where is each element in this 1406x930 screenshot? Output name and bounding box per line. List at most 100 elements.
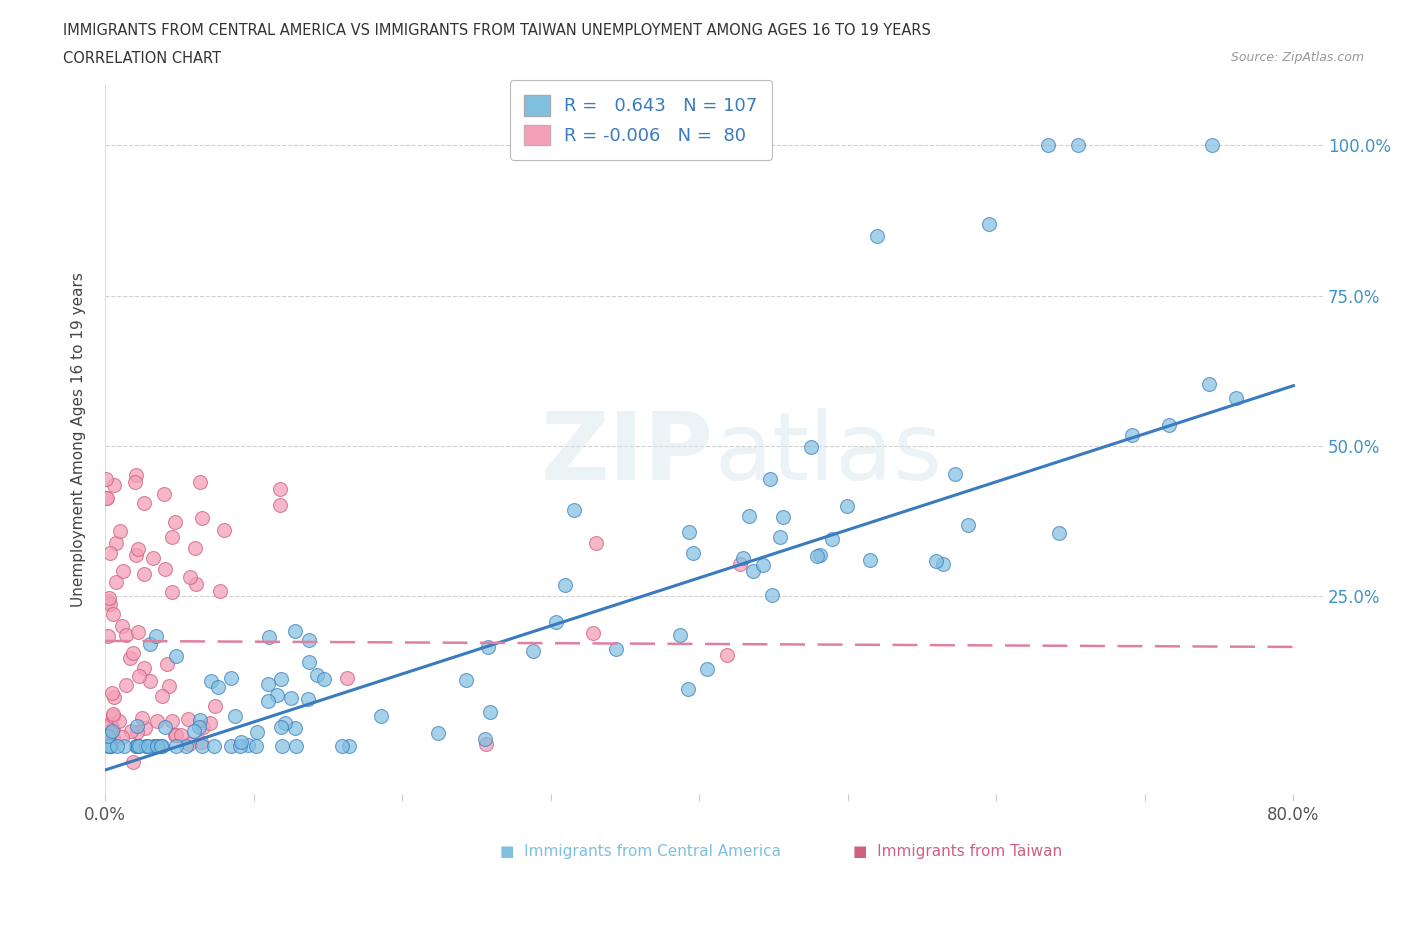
Point — [297, 655, 319, 670]
Point — [111, 618, 134, 633]
Point — [257, 694, 280, 709]
Point — [125, 738, 148, 753]
Point — [127, 738, 149, 753]
Point — [820, 532, 842, 547]
Point — [120, 651, 142, 666]
Text: ■  Immigrants from Central America: ■ Immigrants from Central America — [501, 844, 782, 858]
Point — [183, 724, 205, 738]
Point — [135, 738, 157, 753]
Point — [184, 540, 207, 555]
Point — [204, 698, 226, 713]
Point — [1225, 391, 1247, 405]
Point — [125, 738, 148, 753]
Point — [136, 738, 159, 753]
Point — [266, 687, 288, 702]
Point — [150, 688, 173, 703]
Point — [100, 726, 122, 741]
Point — [728, 557, 751, 572]
Point — [285, 738, 308, 753]
Point — [131, 711, 153, 725]
Point — [752, 558, 775, 573]
Text: ZIP: ZIP — [541, 408, 714, 500]
Point — [772, 510, 794, 525]
Point — [238, 737, 260, 752]
Point — [103, 477, 125, 492]
Point — [97, 738, 120, 753]
Point — [162, 530, 184, 545]
Point — [682, 545, 704, 560]
Point — [101, 722, 124, 737]
Point — [160, 585, 183, 600]
Point — [977, 216, 1000, 231]
Point — [716, 647, 738, 662]
Point — [866, 228, 889, 243]
Point — [931, 556, 953, 571]
Point — [554, 578, 576, 592]
Point — [128, 738, 150, 753]
Point — [163, 515, 186, 530]
Text: CORRELATION CHART: CORRELATION CHART — [63, 51, 221, 66]
Point — [676, 682, 699, 697]
Point — [97, 728, 120, 743]
Point — [155, 719, 177, 734]
Point — [280, 691, 302, 706]
Point — [761, 588, 783, 603]
Point — [165, 648, 187, 663]
Point — [337, 738, 360, 753]
Point — [284, 624, 307, 639]
Point — [474, 731, 496, 746]
Point — [1159, 418, 1181, 432]
Point — [1067, 138, 1090, 153]
Point — [229, 738, 252, 753]
Point — [1121, 428, 1143, 443]
Point — [124, 474, 146, 489]
Point — [125, 738, 148, 753]
Point — [103, 707, 125, 722]
Point — [162, 713, 184, 728]
Point — [246, 724, 269, 739]
Point — [212, 523, 235, 538]
Point — [165, 727, 187, 742]
Point — [127, 542, 149, 557]
Point — [101, 685, 124, 700]
Point — [305, 668, 328, 683]
Point — [188, 712, 211, 727]
Point — [522, 644, 544, 658]
Point — [741, 564, 763, 578]
Point — [125, 467, 148, 482]
Point — [96, 720, 118, 735]
Y-axis label: Unemployment Among Ages 16 to 19 years: Unemployment Among Ages 16 to 19 years — [72, 272, 86, 607]
Point — [177, 711, 200, 726]
Point — [188, 720, 211, 735]
Point — [669, 628, 692, 643]
Point — [806, 548, 828, 563]
Point — [188, 474, 211, 489]
Point — [100, 738, 122, 753]
Point — [104, 575, 127, 590]
Point — [202, 738, 225, 753]
Point — [271, 738, 294, 753]
Point — [475, 737, 498, 751]
Point — [274, 716, 297, 731]
Point — [148, 738, 170, 753]
Text: atlas: atlas — [714, 408, 942, 500]
Point — [134, 660, 156, 675]
Legend: R =   0.643   N = 107, R = -0.006   N =  80: R = 0.643 N = 107, R = -0.006 N = 80 — [510, 80, 772, 160]
Point — [769, 530, 792, 545]
Point — [132, 567, 155, 582]
Point — [219, 671, 242, 685]
Point — [297, 633, 319, 648]
Point — [759, 472, 782, 486]
Point — [858, 552, 880, 567]
Point — [270, 720, 292, 735]
Point — [943, 466, 966, 481]
Point — [731, 551, 754, 565]
Point — [1201, 138, 1223, 153]
Point — [122, 645, 145, 660]
Point — [956, 517, 979, 532]
Point — [97, 738, 120, 753]
Point — [585, 536, 607, 551]
Point — [808, 547, 831, 562]
Point — [153, 562, 176, 577]
Point — [128, 669, 150, 684]
